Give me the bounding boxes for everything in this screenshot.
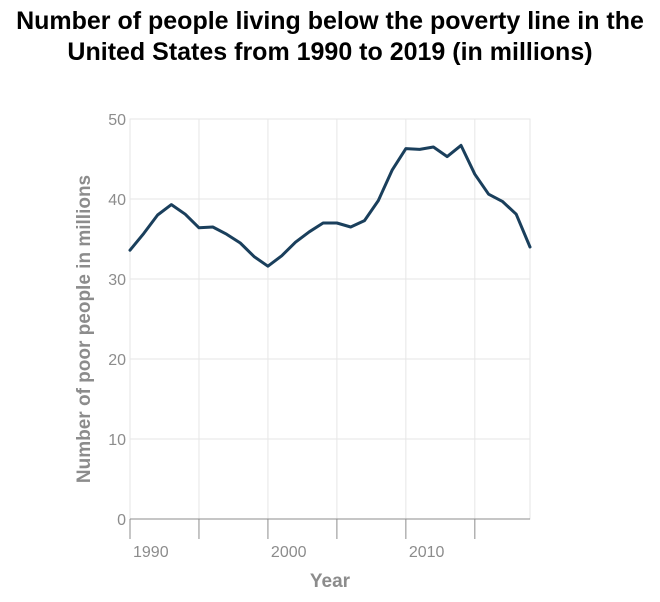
plot-border xyxy=(129,118,531,520)
x-axis-title: Year xyxy=(310,571,351,592)
x-tick-label: 2010 xyxy=(409,544,445,561)
y-tick-label: 10 xyxy=(108,432,126,449)
y-tick-label: 50 xyxy=(108,112,126,129)
series-line xyxy=(128,143,532,268)
y-axis-title: Number of poor people in millions xyxy=(74,175,95,483)
axis-layer: 0 10 20 30 40 50 1990 2000 2010 xyxy=(108,112,530,561)
chart-title: Number of people living below the povert… xyxy=(16,7,644,66)
y-tick-label: 0 xyxy=(117,512,126,529)
x-tick-label: 1990 xyxy=(133,544,169,561)
x-tick-label: 2000 xyxy=(271,544,307,561)
y-tick-label: 20 xyxy=(108,352,126,369)
grid-layer xyxy=(129,118,531,520)
y-tick-label: 30 xyxy=(108,272,126,289)
series-layer xyxy=(128,143,532,268)
y-tick-label: 40 xyxy=(108,192,126,209)
